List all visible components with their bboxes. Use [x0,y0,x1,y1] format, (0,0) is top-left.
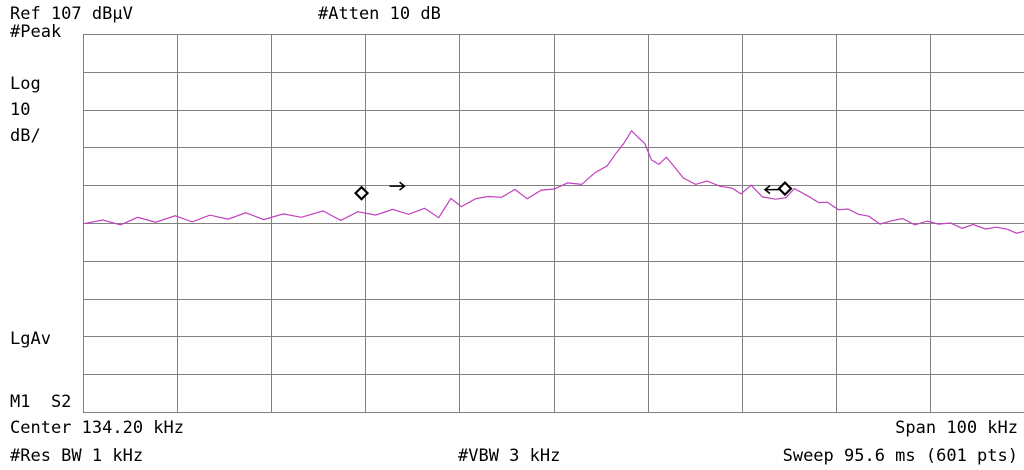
scale-unit-label: dB/ [10,126,41,146]
average-label: LgAv [10,329,51,349]
detector-label: #Peak [10,22,62,42]
scale-type-label: Log [10,74,41,94]
center-frequency-label: Center 134.20 kHz [10,418,184,438]
span-label: Span 100 kHz [895,418,1018,438]
scale-value-label: 10 [10,100,31,120]
right-arrow-icon [389,181,406,191]
marker-mode-label: M1 S2 [10,392,72,412]
graticule [83,34,1024,413]
vbw-label: #VBW 3 kHz [458,446,561,466]
attenuation-label: #Atten 10 dB [318,4,441,24]
ref-level-label: Ref 107 dBµV [10,4,133,24]
left-arrow-icon [763,185,779,195]
rbw-label: #Res BW 1 kHz [10,446,144,466]
marker-diamond-2 [777,181,793,197]
marker-diamond-1 [353,185,370,201]
markers [353,181,793,201]
spectrum-trace [82,129,1024,234]
sweep-label: Sweep 95.6 ms (601 pts) [782,446,1018,466]
